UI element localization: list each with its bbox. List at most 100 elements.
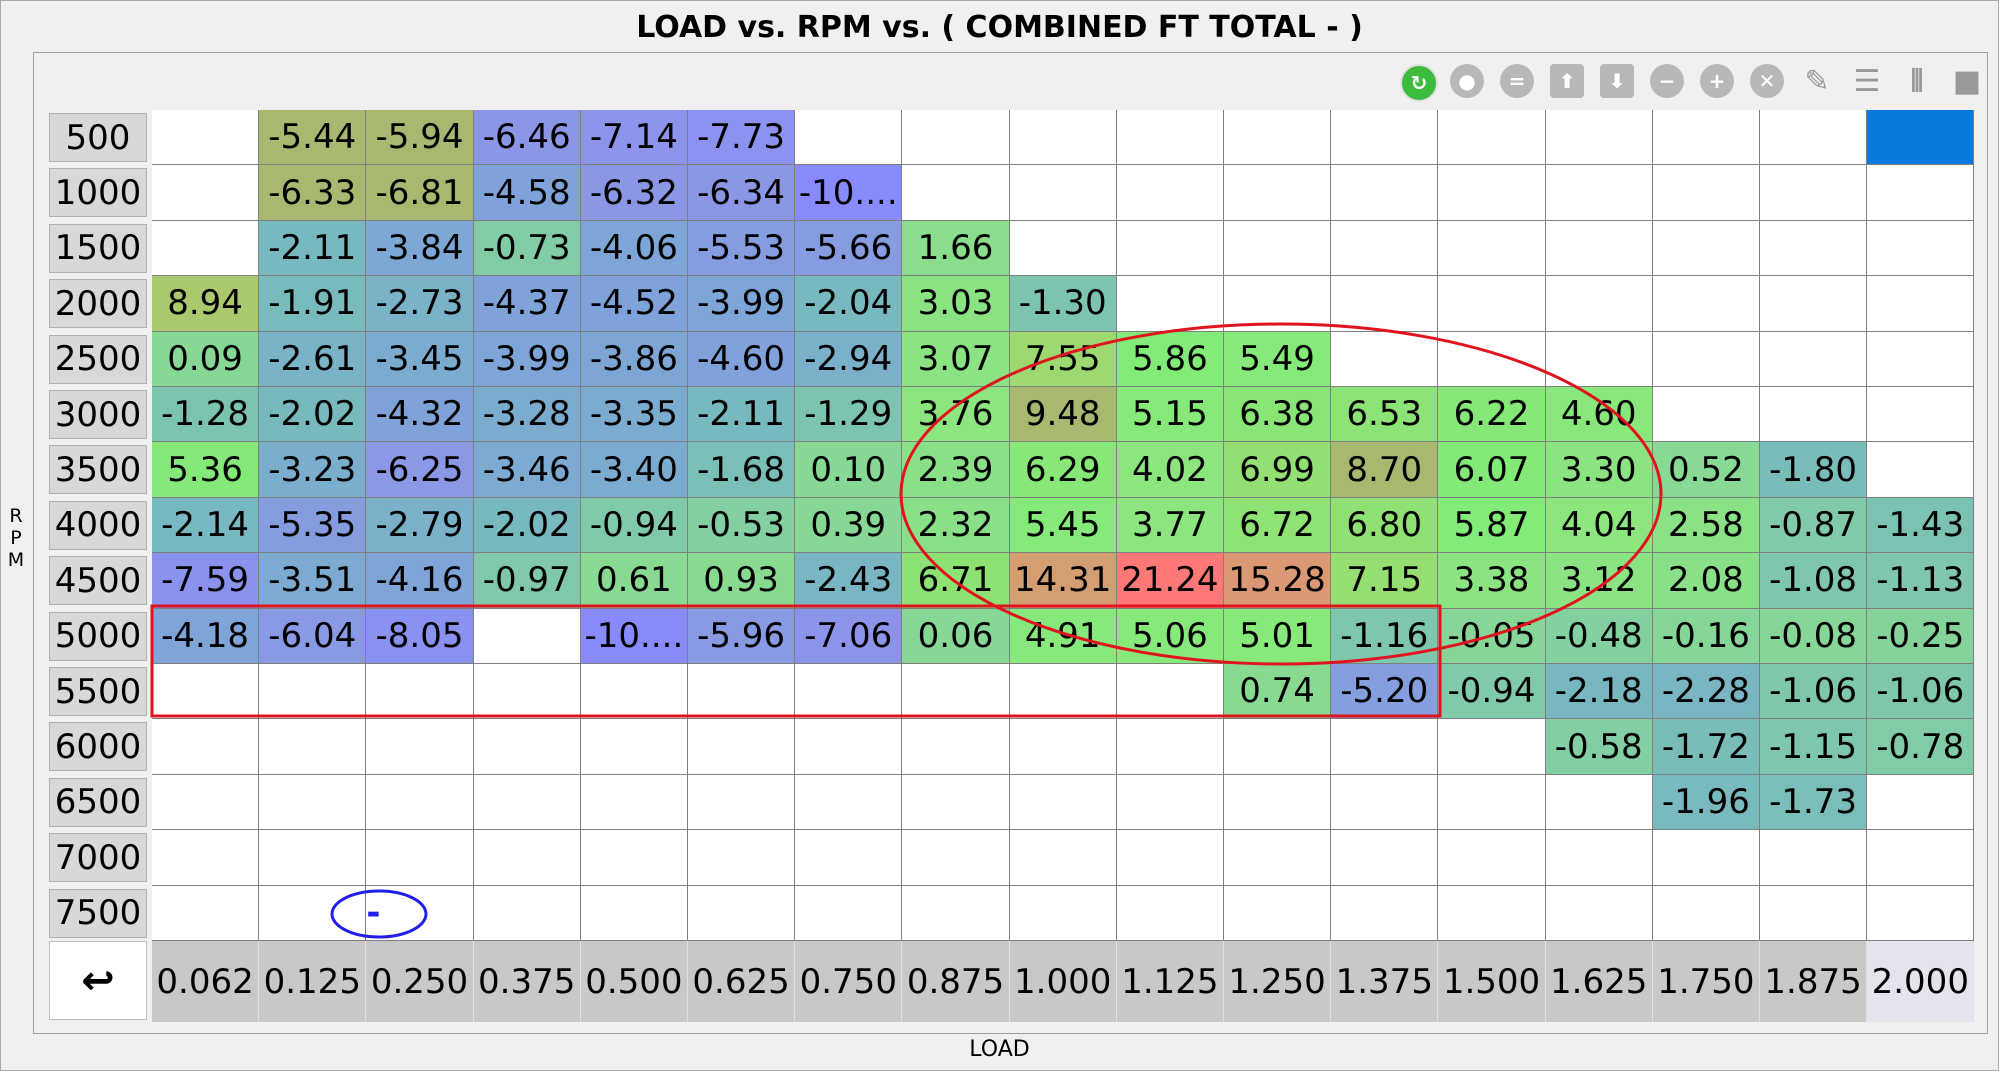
- table-cell[interactable]: [259, 774, 367, 831]
- table-cell[interactable]: 3.77: [1116, 497, 1224, 554]
- table-cell[interactable]: 5.36: [152, 442, 260, 498]
- table-cell[interactable]: [1009, 165, 1117, 221]
- table-cell[interactable]: -1.08: [1760, 553, 1868, 609]
- table-cell[interactable]: -2.73: [366, 276, 474, 332]
- table-cell[interactable]: -1.80: [1760, 442, 1868, 498]
- table-cell[interactable]: -6.25: [366, 442, 474, 498]
- rpm-row-header[interactable]: 6500: [49, 777, 147, 827]
- table-cell[interactable]: [688, 719, 796, 775]
- table-cell[interactable]: [152, 885, 260, 941]
- table-cell[interactable]: -3.40: [580, 442, 688, 498]
- table-cell[interactable]: -2.04: [795, 276, 903, 332]
- table-cell[interactable]: -4.37: [473, 276, 581, 332]
- table-cell[interactable]: [1438, 276, 1546, 332]
- table-cell[interactable]: -4.52: [580, 276, 688, 332]
- rpm-row-header[interactable]: 2000: [49, 279, 147, 329]
- table-cell[interactable]: [152, 165, 260, 221]
- table-cell[interactable]: 15.28: [1224, 553, 1332, 609]
- table-cell[interactable]: -0.25: [1867, 608, 1975, 664]
- table-cell[interactable]: 2.08: [1652, 553, 1760, 609]
- table-cell[interactable]: 0.61: [580, 553, 688, 609]
- table-cell[interactable]: -0.97: [473, 553, 581, 609]
- table-cell[interactable]: [1331, 774, 1439, 831]
- table-cell[interactable]: [688, 885, 796, 941]
- table-cell[interactable]: 8.94: [152, 276, 260, 332]
- table-cell[interactable]: 5.06: [1116, 608, 1224, 664]
- table-cell[interactable]: -3.45: [366, 331, 474, 387]
- table-cell[interactable]: [1438, 331, 1546, 387]
- table-cell[interactable]: [1760, 220, 1868, 277]
- table-cell[interactable]: -0.53: [688, 497, 796, 554]
- table-cell[interactable]: [1652, 276, 1760, 332]
- table-cell[interactable]: [580, 719, 688, 775]
- table-cell[interactable]: [1224, 276, 1332, 332]
- table-cell[interactable]: [1009, 220, 1117, 277]
- table-cell[interactable]: [473, 719, 581, 775]
- table-cell[interactable]: [1224, 719, 1332, 775]
- table-cell[interactable]: [1867, 165, 1975, 221]
- close-icon[interactable]: ✕: [1750, 64, 1784, 98]
- rpm-row-header[interactable]: 6000: [49, 722, 147, 772]
- table-cell[interactable]: [795, 719, 903, 775]
- table-cell[interactable]: [1331, 276, 1439, 332]
- rpm-row-header[interactable]: 5500: [49, 667, 147, 716]
- table-cell[interactable]: [1545, 331, 1653, 387]
- table-cell[interactable]: [1652, 830, 1760, 886]
- table-cell[interactable]: [1438, 165, 1546, 221]
- table-cell[interactable]: [1116, 719, 1224, 775]
- table-cell[interactable]: -6.04: [259, 608, 367, 664]
- table-cell[interactable]: [1760, 165, 1868, 221]
- table-cell[interactable]: [1224, 830, 1332, 886]
- table-cell[interactable]: [1545, 830, 1653, 886]
- table-cell[interactable]: [1438, 719, 1546, 775]
- table-cell[interactable]: [1867, 830, 1975, 886]
- table-cell[interactable]: [1545, 110, 1653, 166]
- table-cell[interactable]: 0.93: [688, 553, 796, 609]
- table-cell[interactable]: 5.45: [1009, 497, 1117, 554]
- table-cell[interactable]: -1.28: [152, 387, 260, 443]
- rpm-row-header[interactable]: 1000: [49, 168, 147, 218]
- table-cell[interactable]: -1.15: [1760, 719, 1868, 775]
- table-cell[interactable]: -3.23: [259, 442, 367, 498]
- table-cell[interactable]: [152, 220, 260, 277]
- table-cell[interactable]: 6.80: [1331, 497, 1439, 554]
- rpm-row-header[interactable]: 3000: [49, 390, 147, 439]
- table-cell[interactable]: [473, 664, 581, 720]
- table-cell[interactable]: -1.29: [795, 387, 903, 443]
- table-cell[interactable]: -0.16: [1652, 608, 1760, 664]
- table-cell[interactable]: -1.96: [1652, 774, 1760, 831]
- table-cell[interactable]: [1867, 110, 1975, 166]
- table-cell[interactable]: 6.07: [1438, 442, 1546, 498]
- table-cell[interactable]: [580, 830, 688, 886]
- table-cell[interactable]: -10....: [795, 165, 903, 221]
- table-cell[interactable]: [688, 664, 796, 720]
- arrow-down-icon[interactable]: ⬇: [1600, 64, 1634, 98]
- table-cell[interactable]: -3.99: [473, 331, 581, 387]
- table-cell[interactable]: -2.94: [795, 331, 903, 387]
- table-cell[interactable]: [259, 719, 367, 775]
- table-cell[interactable]: -2.61: [259, 331, 367, 387]
- table-cell[interactable]: [1867, 220, 1975, 277]
- table-cell[interactable]: [1009, 719, 1117, 775]
- table-cell[interactable]: -0.87: [1760, 497, 1868, 554]
- table-cell[interactable]: [152, 664, 260, 720]
- table-cell[interactable]: [1116, 830, 1224, 886]
- load-column-header[interactable]: 0.625: [688, 941, 796, 1022]
- table-cell[interactable]: 4.60: [1545, 387, 1653, 443]
- table-cell[interactable]: 0.52: [1652, 442, 1760, 498]
- plus-icon[interactable]: +: [1700, 64, 1734, 98]
- table-cell[interactable]: -1.30: [1009, 276, 1117, 332]
- table-cell[interactable]: [688, 830, 796, 886]
- table-cell[interactable]: [1116, 165, 1224, 221]
- table-cell[interactable]: [1652, 387, 1760, 443]
- table-cell[interactable]: 14.31: [1009, 553, 1117, 609]
- table-cell[interactable]: 5.01: [1224, 608, 1332, 664]
- table-cell[interactable]: [473, 830, 581, 886]
- refresh-icon[interactable]: ↻: [1400, 64, 1438, 102]
- columns-icon[interactable]: ⦀: [1910, 63, 1924, 99]
- table-cell[interactable]: 2.39: [902, 442, 1010, 498]
- table-cell[interactable]: [1224, 774, 1332, 831]
- table-cell[interactable]: -1.91: [259, 276, 367, 332]
- table-cell[interactable]: [366, 719, 474, 775]
- table-cell[interactable]: 5.15: [1116, 387, 1224, 443]
